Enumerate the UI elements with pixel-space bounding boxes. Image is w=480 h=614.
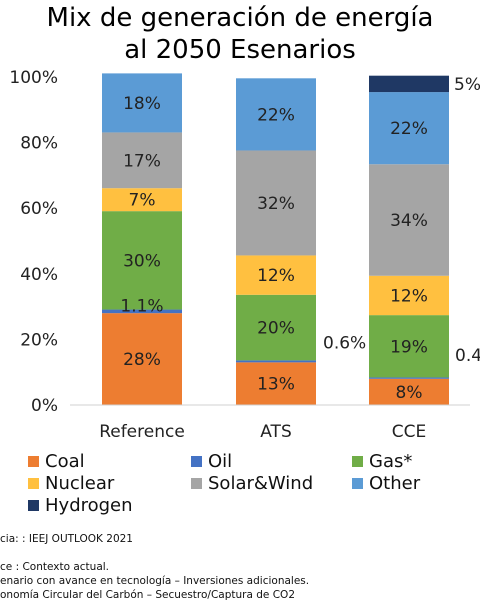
bar-cce-solar-wind: [369, 164, 449, 276]
label-reference-other: 18%: [123, 94, 161, 114]
x-tick-ats: ATS: [260, 422, 292, 442]
y-tick-20: 20%: [20, 330, 58, 350]
label-reference-solar-wind: 17%: [123, 151, 161, 171]
label-cce-solar-wind: 34%: [390, 211, 428, 231]
label-ats-other: 22%: [257, 105, 295, 125]
label-cce-nuclear: 12%: [390, 286, 428, 306]
label-ats-solar-wind: 32%: [257, 194, 295, 214]
legend-label-oil: Oil: [208, 451, 232, 472]
bar-ats-oil: [236, 360, 316, 363]
bar-cce-gas: [369, 315, 449, 378]
label-ats-coal: 13%: [257, 375, 295, 395]
bar-reference-solar-wind: [102, 132, 182, 189]
legend-swatch-gas: [352, 456, 363, 467]
label-ats-oil: 0.6%: [323, 333, 366, 353]
bar-reference-gas: [102, 211, 182, 310]
y-tick-100: 100%: [9, 68, 58, 88]
y-tick-60: 60%: [20, 199, 58, 219]
bar-reference-oil: [102, 309, 182, 314]
legend-swatch-other: [352, 478, 363, 489]
chart-title-line-2: al 2050 Esenarios: [124, 35, 356, 65]
legend-label-gas: Gas*: [369, 451, 412, 472]
legend-swatch-coal: [28, 456, 39, 467]
label-ats-gas: 20%: [257, 319, 295, 339]
bar-cce-other: [369, 92, 449, 165]
x-axis: Reference ATS CCE: [70, 404, 470, 442]
label-cce-other: 22%: [390, 119, 428, 139]
bar-ats-gas: [236, 294, 316, 361]
legend-swatch-oil: [191, 456, 202, 467]
legend-label-nuclear: Nuclear: [45, 473, 115, 494]
label-cce-gas: 19%: [390, 337, 428, 357]
legend-swatch-nuclear: [28, 478, 39, 489]
bar-cce-nuclear: [369, 275, 449, 316]
bar-reference-coal: [102, 313, 182, 405]
bar-ats-solar-wind: [236, 150, 316, 256]
segment-labels: 28% 1.1% 30% 7% 17% 18% 13% 0.6% 20% 12% 32% 22% 8% 0…: [120, 75, 480, 403]
legend-swatch-hydrogen: [28, 500, 39, 511]
bar-cce-hydrogen: [369, 75, 449, 93]
bar-reference-other: [102, 73, 182, 133]
bar-cce-oil: [369, 377, 449, 379]
label-reference-gas: 30%: [123, 251, 161, 271]
chart-title-line-1: Mix de generación de energía: [47, 3, 434, 33]
y-axis: 0% 20% 40% 60% 80% 100%: [9, 68, 58, 416]
x-tick-cce: CCE: [392, 422, 426, 442]
x-tick-reference: Reference: [99, 422, 185, 442]
bar-ats-nuclear: [236, 255, 316, 295]
legend-label-hydrogen: Hydrogen: [45, 495, 133, 516]
legend: Coal Oil Gas* Nuclear Solar&Wind Other Hydroge…: [28, 451, 421, 516]
legend-label-solar-wind: Solar&Wind: [208, 473, 313, 494]
legend-label-coal: Coal: [45, 451, 85, 472]
y-tick-0: 0%: [31, 396, 58, 416]
label-ats-nuclear: 12%: [257, 266, 295, 286]
label-reference-coal: 28%: [123, 350, 161, 370]
legend-label-other: Other: [369, 473, 421, 494]
bars: [102, 73, 449, 405]
y-tick-40: 40%: [20, 265, 58, 285]
label-reference-nuclear: 7%: [129, 191, 156, 211]
y-tick-80: 80%: [20, 134, 58, 154]
bar-reference-nuclear: [102, 188, 182, 212]
bar-ats-other: [236, 78, 316, 151]
legend-swatch-solar-wind: [191, 478, 202, 489]
bar-ats-coal: [236, 362, 316, 405]
label-cce-oil: 0.4%: [455, 346, 480, 366]
label-reference-oil: 1.1%: [120, 297, 163, 317]
label-cce-hydrogen: 5%: [454, 75, 480, 95]
label-cce-coal: 8%: [396, 383, 423, 403]
bar-cce-coal: [369, 378, 449, 405]
